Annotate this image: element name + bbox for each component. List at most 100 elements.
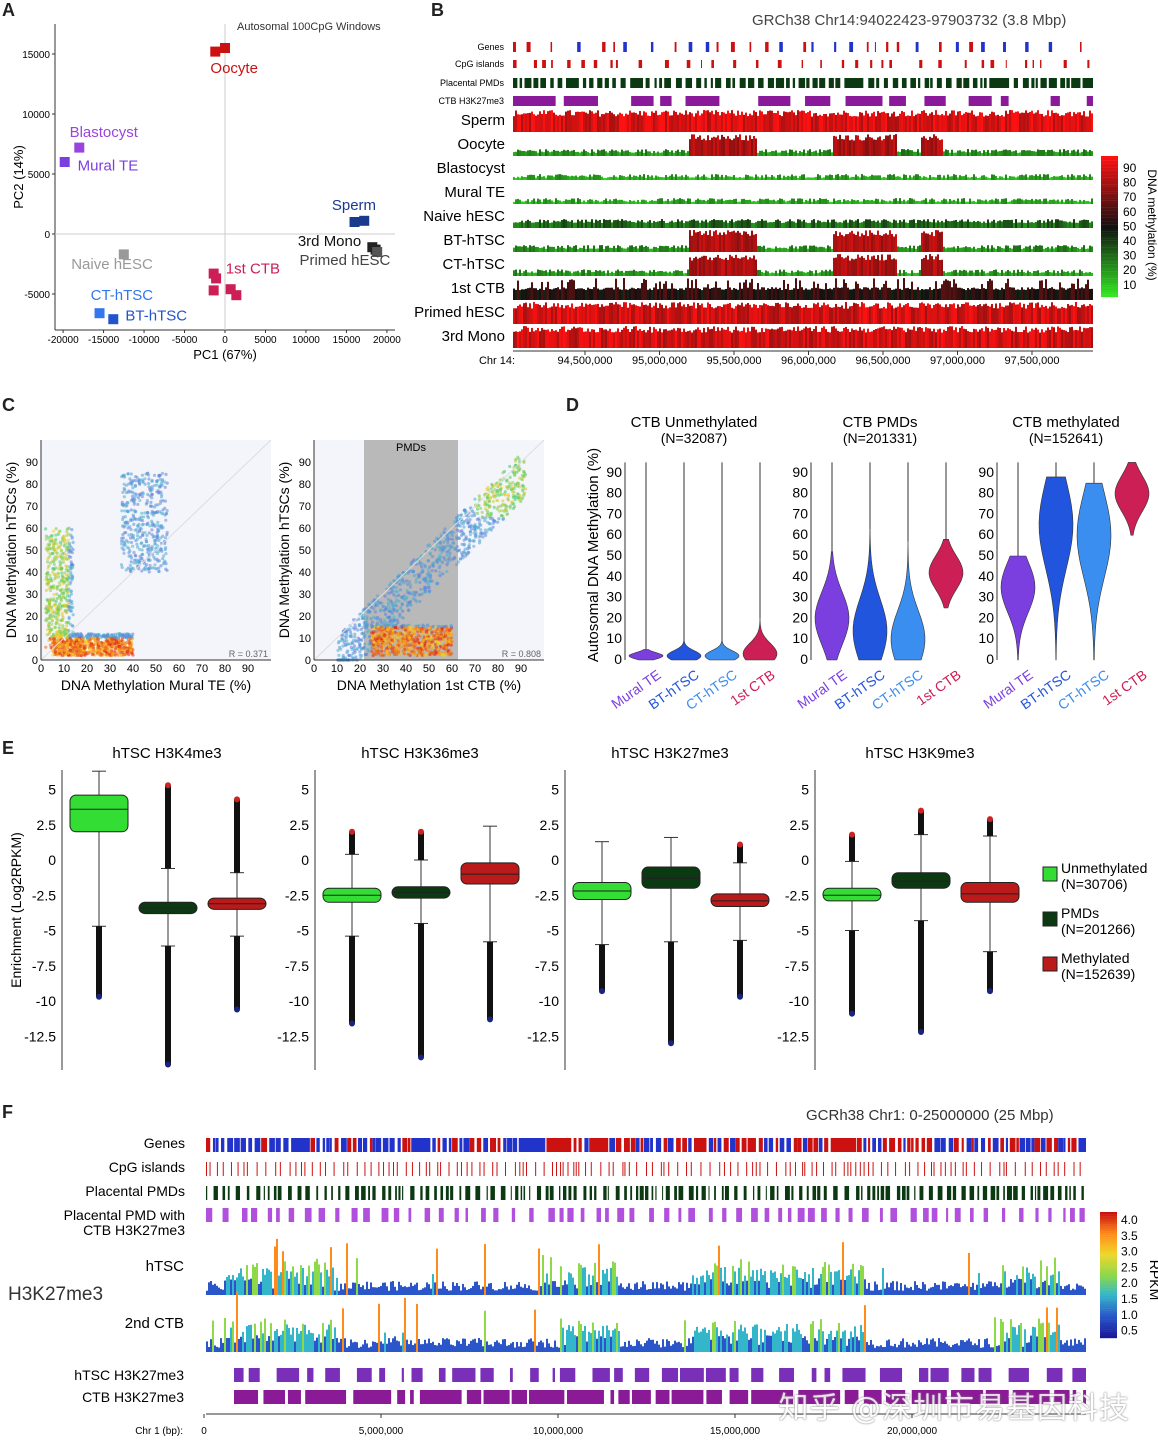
methylation-bar: [993, 248, 995, 252]
methylation-bar: [955, 153, 957, 156]
methylation-bar: [695, 257, 697, 276]
scatter-point: [125, 505, 128, 508]
methylation-bar: [959, 248, 961, 252]
methylation-bar: [541, 114, 543, 132]
methylation-bar: [1061, 330, 1063, 348]
methylation-bar: [525, 246, 527, 252]
methylation-bar: [723, 177, 725, 180]
methylation-bar: [595, 278, 597, 300]
colorbar-cell: [1101, 217, 1118, 220]
methylation-bar: [845, 201, 847, 204]
scatter-point: [48, 614, 51, 617]
methylation-bar: [895, 289, 897, 300]
methylation-bar: [1015, 112, 1017, 132]
methylation-bar: [1087, 306, 1089, 324]
methylation-bar: [1087, 177, 1089, 180]
methylation-bar: [531, 308, 533, 324]
methylation-bar: [967, 219, 969, 228]
methylation-bar: [1005, 111, 1007, 132]
methylation-bar: [635, 246, 637, 252]
methylation-bar: [1005, 283, 1007, 300]
methylation-bar: [881, 112, 883, 132]
scatter-point: [162, 499, 165, 502]
methylation-bar: [1007, 178, 1009, 180]
methylation-bar: [977, 305, 979, 324]
colorbar-cell: [1101, 236, 1118, 239]
colorbar-cell: [1101, 281, 1118, 284]
methylation-bar: [1045, 279, 1047, 300]
scatter-point: [508, 465, 511, 468]
track-label: BT-hTSC: [443, 232, 505, 249]
methylation-bar: [1025, 223, 1027, 228]
methylation-bar: [725, 330, 727, 348]
methylation-bar: [947, 221, 949, 228]
methylation-bar: [781, 272, 783, 276]
scatter-point: [146, 515, 149, 518]
methylation-bar: [1075, 289, 1077, 300]
annotation-feature: [990, 60, 994, 68]
colorbar-cell: [1101, 271, 1118, 274]
methylation-bar: [969, 247, 971, 252]
methylation-bar: [919, 176, 921, 180]
scatter-point: [101, 646, 104, 649]
methylation-bar: [1067, 288, 1069, 300]
methylation-bar: [1089, 174, 1091, 180]
methylation-bar: [861, 256, 863, 276]
x-tick-label: 20000: [373, 335, 401, 346]
x-tick-label: 97,500,000: [1004, 355, 1059, 367]
methylation-bar: [1035, 152, 1037, 156]
methylation-bar: [825, 150, 827, 156]
methylation-bar: [1035, 174, 1037, 180]
scatter-point: [55, 610, 58, 613]
methylation-bar: [541, 270, 543, 276]
annotation-track: [513, 42, 1082, 52]
methylation-bar: [941, 232, 943, 252]
methylation-bar: [1057, 152, 1059, 156]
methylation-bar: [869, 230, 871, 252]
methylation-bar: [937, 115, 939, 132]
methylation-bar: [609, 288, 611, 300]
methylation-bar: [1053, 199, 1055, 204]
scatter-point: [44, 578, 47, 581]
methylation-bar: [1089, 150, 1091, 156]
methylation-bar: [885, 201, 887, 204]
methylation-bar: [1009, 201, 1011, 204]
methylation-bar: [935, 222, 937, 228]
scatter-point: [156, 503, 159, 506]
methylation-bar: [719, 220, 721, 228]
methylation-bar: [661, 152, 663, 156]
methylation-bar: [1037, 176, 1039, 180]
methylation-bar: [649, 116, 651, 132]
scatter-point: [70, 563, 73, 566]
methylation-bar: [711, 307, 713, 324]
methylation-bar: [529, 175, 531, 180]
methylation-bar: [797, 249, 799, 252]
methylation-bar: [613, 175, 615, 180]
methylation-bar: [885, 220, 887, 228]
methylation-bar: [615, 302, 617, 324]
methylation-bar: [933, 134, 935, 156]
scatter-point: [66, 590, 69, 593]
scatter-point: [50, 537, 53, 540]
methylation-bar: [551, 271, 553, 276]
methylation-bar: [965, 302, 967, 324]
methylation-bar: [551, 289, 553, 300]
methylation-bar: [705, 287, 707, 300]
methylation-bar: [649, 151, 651, 156]
methylation-bar: [741, 199, 743, 204]
methylation-bar: [573, 272, 575, 276]
scatter-point: [159, 564, 162, 567]
methylation-bar: [851, 177, 853, 180]
methylation-bar: [751, 201, 753, 204]
methylation-bar: [567, 176, 569, 180]
colorbar-cell: [1101, 196, 1118, 199]
methylation-bar: [521, 221, 523, 228]
methylation-bar: [775, 287, 777, 300]
methylation-bar: [1091, 305, 1093, 324]
methylation-bar: [843, 258, 845, 276]
scatter-point: [56, 606, 59, 609]
methylation-bar: [897, 116, 899, 132]
methylation-bar: [1051, 150, 1053, 156]
methylation-bar: [873, 330, 875, 348]
methylation-bar: [889, 303, 891, 324]
